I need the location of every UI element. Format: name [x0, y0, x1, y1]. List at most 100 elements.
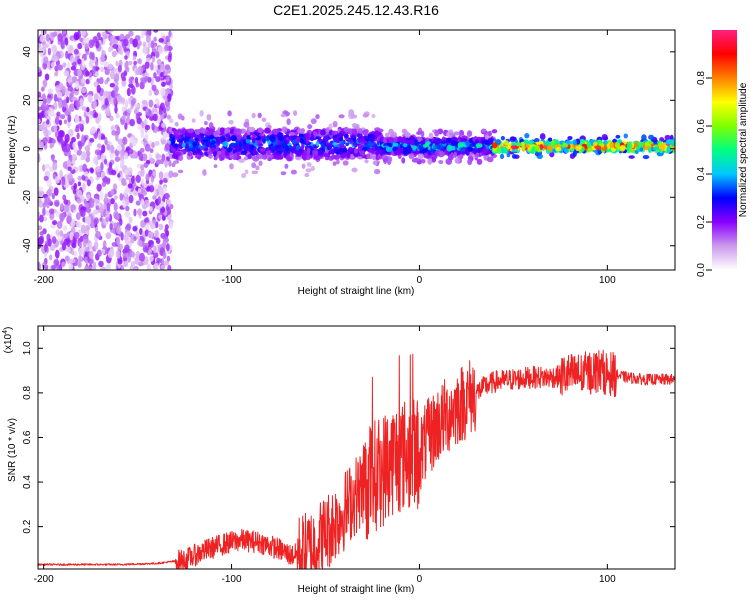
- heatmap-cell: [58, 119, 63, 126]
- heatmap-cell: [229, 128, 236, 135]
- heatmap-cell: [648, 134, 655, 140]
- heatmap-cell: [117, 173, 121, 178]
- heatmap-cell: [313, 131, 318, 137]
- heatmap-cell: [113, 222, 118, 229]
- heatmap-cell: [169, 84, 173, 90]
- heatmap-cell: [97, 154, 101, 161]
- heatmap-cell: [146, 186, 151, 192]
- heatmap-cell: [63, 237, 70, 246]
- heatmap-cell: [332, 123, 338, 128]
- heatmap-cell: [160, 63, 165, 72]
- heatmap-cell: [77, 42, 83, 50]
- heatmap-cell: [486, 156, 494, 163]
- heatmap-cell: [323, 152, 328, 158]
- heatmap-cell: [487, 140, 493, 145]
- heatmap-cell: [603, 139, 608, 146]
- heatmap-cell: [109, 115, 114, 122]
- heatmap-cell: [157, 45, 164, 55]
- heatmap-cell: [465, 141, 470, 147]
- heatmap-cell: [153, 30, 159, 33]
- snr-line: [38, 349, 675, 569]
- heatmap-cell: [39, 231, 44, 236]
- heatmap-cell: [220, 149, 225, 156]
- x-tick-label: -200: [34, 275, 54, 286]
- heatmap-cell: [80, 78, 86, 85]
- heatmap-cell: [43, 175, 49, 181]
- heatmap-cell: [78, 141, 83, 151]
- heatmap-cell: [131, 175, 135, 185]
- heatmap-cell: [399, 147, 403, 154]
- heatmap-cell: [388, 156, 393, 162]
- heatmap-cell: [142, 45, 149, 55]
- heatmap-cell: [312, 149, 319, 156]
- heatmap-cell: [577, 145, 583, 150]
- heatmap-cell: [262, 154, 268, 160]
- colorbar-ticks: 0.0 0.2 0.4 0.6 0.8: [696, 71, 712, 277]
- heatmap-cell: [68, 263, 74, 270]
- heatmap-cell: [134, 103, 140, 109]
- heatmap-cell: [465, 149, 470, 156]
- heatmap-cell: [115, 132, 119, 142]
- heatmap-cell: [117, 259, 123, 265]
- heatmap-cell: [76, 149, 83, 156]
- heatmap-cell: [510, 144, 517, 150]
- heatmap-cell: [56, 220, 63, 229]
- heatmap-cell: [567, 135, 573, 141]
- heatmap-cell: [107, 30, 114, 33]
- heatmap-cell: [71, 250, 75, 256]
- heatmap-cell: [207, 153, 213, 159]
- heatmap-cell: [108, 166, 112, 173]
- heatmap-cell: [266, 149, 272, 156]
- heatmap-cell: [122, 252, 129, 258]
- heatmap-cell: [69, 55, 75, 64]
- heatmap-cell: [290, 148, 296, 153]
- heatmap-cell: [219, 138, 226, 143]
- heatmap-cell: [130, 238, 135, 244]
- heatmap-cell: [67, 86, 74, 92]
- heatmap-cell: [112, 183, 118, 191]
- heatmap-cell: [141, 153, 148, 162]
- heatmap-cell: [113, 202, 118, 212]
- heatmap-cell: [430, 152, 438, 160]
- heatmap-cell: [114, 81, 119, 87]
- heatmap-cell: [96, 183, 102, 192]
- heatmap-cell: [53, 124, 58, 133]
- heatmap-cell: [406, 145, 411, 150]
- heatmap-cell: [92, 65, 96, 75]
- heatmap-cell: [112, 39, 119, 45]
- heatmap-cell: [457, 142, 464, 148]
- heatmap-cell: [129, 118, 136, 127]
- heatmap-cell: [258, 147, 266, 152]
- heatmap-cell: [155, 154, 162, 159]
- heatmap-cell: [510, 136, 517, 141]
- heatmap-cell: [94, 71, 99, 77]
- heatmap-cell: [107, 250, 114, 259]
- heatmap-cell: [177, 128, 182, 133]
- heatmap-cell: [109, 223, 113, 231]
- heatmap-cell: [269, 135, 276, 143]
- snr-x-axis: -200 -100 0 100: [34, 326, 616, 585]
- heatmap-cell: [101, 49, 106, 57]
- heatmap-cell: [93, 92, 99, 102]
- heatmap-cell: [117, 44, 123, 55]
- heatmap-cell: [62, 105, 67, 113]
- heatmap-cell: [171, 153, 178, 159]
- heatmap-cell: [561, 147, 569, 152]
- heatmap-cell: [124, 55, 128, 60]
- heatmap-cell: [157, 196, 162, 205]
- heatmap-cell: [385, 146, 393, 153]
- heatmap-cell: [54, 176, 60, 184]
- heatmap-cell: [101, 144, 106, 154]
- heatmap-cell: [106, 202, 111, 212]
- heatmap-cell: [157, 64, 162, 70]
- heatmap-cell: [555, 146, 562, 152]
- heatmap-cell: [150, 62, 154, 71]
- heatmap-cell: [171, 127, 176, 132]
- heatmap-cell: [143, 218, 149, 223]
- heatmap-cell: [103, 61, 110, 68]
- y-tick-label: 0.6: [22, 430, 33, 444]
- heatmap-cell: [345, 142, 350, 147]
- heatmap-cell: [454, 157, 460, 164]
- heatmap-cell: [310, 118, 317, 125]
